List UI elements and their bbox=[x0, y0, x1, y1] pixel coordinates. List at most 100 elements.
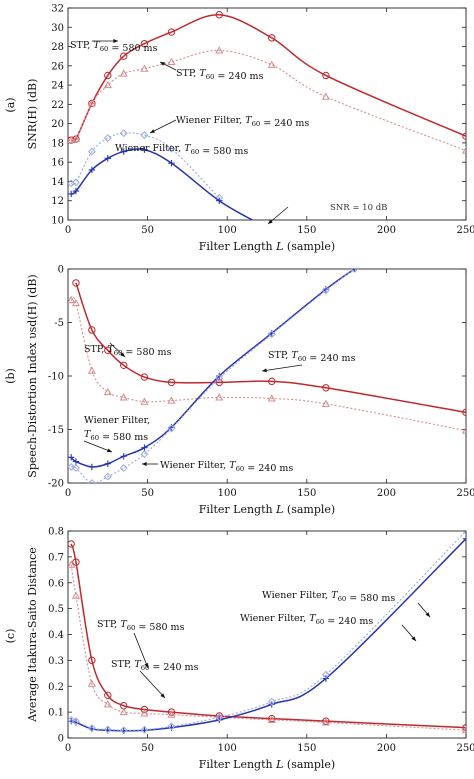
series-group bbox=[68, 269, 466, 483]
y-tick-label: -10 bbox=[48, 372, 64, 383]
data-point-wf240 bbox=[119, 129, 128, 138]
data-point-stp240 bbox=[103, 387, 112, 396]
annotation-label: SNR = 10 dB bbox=[330, 203, 387, 213]
annotation-label: STP, T60 = 580 ms bbox=[70, 40, 158, 54]
x-axis-label: Filter Length L (sample) bbox=[199, 503, 335, 516]
data-point-wf240 bbox=[103, 134, 112, 142]
data-point-stp240 bbox=[215, 393, 224, 401]
y-tick-label: -15 bbox=[48, 425, 64, 436]
data-point-stp240 bbox=[87, 679, 96, 687]
data-point-wf580 bbox=[120, 453, 127, 460]
series-line-stp580 bbox=[70, 13, 466, 143]
x-tick-label: 0 bbox=[65, 488, 71, 499]
x-tick-label: 100 bbox=[218, 488, 237, 499]
data-point-wf240 bbox=[72, 178, 80, 187]
data-point-wf240 bbox=[215, 713, 224, 722]
data-point-stp580 bbox=[120, 52, 128, 60]
data-point-stp580 bbox=[268, 377, 276, 386]
data-point-stp580 bbox=[322, 384, 330, 392]
y-tick-label: 0.4 bbox=[48, 630, 64, 641]
data-point-stp580 bbox=[68, 540, 75, 548]
x-tick-label: 200 bbox=[377, 743, 396, 754]
data-point-stp580 bbox=[322, 71, 330, 80]
data-point-wf240 bbox=[72, 717, 80, 726]
annotation-label: STP, T60 = 580 ms bbox=[84, 344, 172, 358]
y-tick-label: 20 bbox=[51, 119, 64, 130]
data-point-stp580 bbox=[88, 326, 96, 334]
data-point-stp580 bbox=[167, 378, 176, 387]
data-point-stp240 bbox=[267, 60, 276, 68]
data-point-stp240 bbox=[71, 299, 81, 307]
data-point-stp580 bbox=[104, 691, 112, 700]
annotation-arrowhead bbox=[262, 368, 267, 373]
annotation-arrowhead bbox=[144, 663, 149, 668]
panel-c: 0 50 100 150 200 250 0 0.1 0.2 0.3 0.4 0.5 0.6 0.7 0.8… bbox=[4, 527, 474, 772]
annotation-arrow bbox=[139, 670, 166, 699]
y-tick-label: 26 bbox=[51, 61, 64, 72]
data-point-wf580 bbox=[104, 460, 111, 467]
data-point-wf240 bbox=[103, 472, 112, 481]
data-point-stp240 bbox=[321, 92, 330, 100]
data-point-wf580 bbox=[88, 463, 96, 471]
data-point-wf240 bbox=[140, 131, 149, 140]
data-point-stp580 bbox=[72, 279, 80, 287]
y-axis-label: Average Itakura-Saito Distance bbox=[26, 547, 39, 723]
x-tick-label: 100 bbox=[218, 225, 237, 236]
data-point-stp580 bbox=[462, 132, 466, 140]
annotation-label: Wiener Filter, T60 = 580 ms bbox=[115, 143, 248, 157]
annotation-label: STP, T60 = 580 ms bbox=[97, 619, 185, 633]
data-point-stp240 bbox=[461, 726, 466, 734]
data-point-stp580 bbox=[88, 656, 96, 665]
data-point-stp240 bbox=[167, 710, 176, 718]
series-line-stp580 bbox=[75, 282, 466, 414]
data-point-wf240 bbox=[167, 722, 176, 731]
data-point-stp240 bbox=[461, 146, 466, 154]
data-point-stp240 bbox=[68, 295, 76, 304]
y-tick-label: 32 bbox=[51, 4, 64, 15]
y-tick-label: 0.1 bbox=[48, 708, 64, 719]
data-point-wf240 bbox=[68, 463, 76, 471]
y-tick-label: 0.6 bbox=[48, 578, 64, 589]
y-tick-label: -20 bbox=[48, 479, 64, 490]
annotation-arrowhead bbox=[150, 129, 155, 133]
data-point-wf240 bbox=[68, 715, 76, 724]
data-point-stp580 bbox=[268, 34, 276, 42]
data-point-stp240 bbox=[140, 709, 149, 717]
data-point-stp240 bbox=[267, 394, 276, 402]
data-point-stp240 bbox=[321, 399, 330, 407]
annotation-arrowhead bbox=[142, 462, 147, 466]
data-point-stp240 bbox=[103, 80, 112, 89]
data-point-stp580 bbox=[322, 717, 330, 725]
x-axis-label: Filter Length L (sample) bbox=[199, 240, 335, 253]
data-point-wf580 bbox=[72, 458, 80, 465]
data-point-stp240 bbox=[140, 397, 149, 405]
annotation-label: Wiener Filter, T60 = 240 ms bbox=[240, 613, 373, 627]
data-point-stp240 bbox=[140, 64, 149, 72]
data-point-wf580 bbox=[168, 159, 175, 167]
data-point-stp240 bbox=[68, 135, 76, 144]
data-point-wf580 bbox=[72, 187, 80, 195]
data-point-wf240 bbox=[167, 424, 176, 433]
data-point-wf240 bbox=[350, 269, 359, 273]
y-tick-label: -5 bbox=[54, 318, 64, 329]
series-line-wf580 bbox=[70, 269, 355, 468]
data-point-stp580 bbox=[167, 708, 176, 716]
data-point-wf580 bbox=[141, 146, 148, 153]
data-point-stp240 bbox=[71, 591, 81, 599]
data-point-stp580 bbox=[120, 361, 128, 369]
data-point-stp240 bbox=[461, 426, 466, 434]
x-tick-label: 150 bbox=[297, 488, 316, 499]
y-tick-label: 28 bbox=[51, 42, 64, 53]
y-tick-label: 30 bbox=[51, 23, 64, 34]
data-point-stp240 bbox=[267, 715, 276, 723]
x-axis-label: Filter Length L (sample) bbox=[199, 758, 335, 771]
x-tick-label: 150 bbox=[297, 743, 316, 754]
data-point-stp580 bbox=[462, 723, 466, 732]
annotation-arrowhead bbox=[411, 636, 416, 641]
y-tick-label: 0 bbox=[58, 734, 64, 745]
data-point-stp240 bbox=[321, 718, 330, 726]
x-tick-label: 100 bbox=[218, 743, 237, 754]
panel-b: 0 50 100 150 200 250 -20 -15 -10 -5 0 Filter Length… bbox=[4, 265, 474, 517]
series-line-stp240 bbox=[70, 49, 466, 152]
